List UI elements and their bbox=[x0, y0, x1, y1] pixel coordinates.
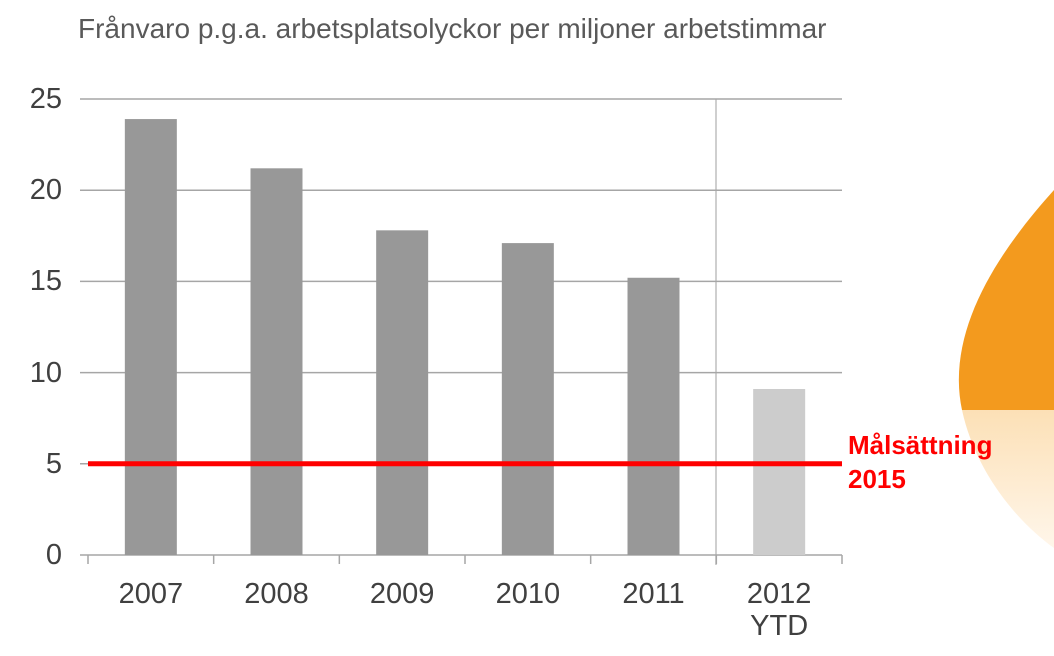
x-tick-label: 2008 bbox=[227, 578, 327, 610]
y-tick-label: 0 bbox=[2, 539, 62, 571]
bar bbox=[628, 278, 680, 555]
x-tick-label: 2007 bbox=[101, 578, 201, 610]
x-tick-label: 2011 bbox=[604, 578, 704, 610]
y-tick-label: 5 bbox=[2, 448, 62, 480]
x-tick-label: 2009 bbox=[352, 578, 452, 610]
y-tick-label: 10 bbox=[2, 357, 62, 389]
y-tick-label: 20 bbox=[2, 174, 62, 206]
page: Frånvaro p.g.a. arbetsplatsolyckor per m… bbox=[0, 0, 1054, 656]
decoration bbox=[959, 190, 1054, 410]
bar bbox=[753, 389, 805, 555]
x-tick-label: 2010 bbox=[478, 578, 578, 610]
bar bbox=[376, 230, 428, 555]
x-tick-label: 2012 YTD bbox=[729, 578, 829, 642]
y-tick-label: 25 bbox=[2, 83, 62, 115]
chart-title: Frånvaro p.g.a. arbetsplatsolyckor per m… bbox=[78, 12, 878, 46]
bar bbox=[125, 119, 177, 555]
target-label: Målsättning 2015 bbox=[848, 428, 1038, 496]
bar bbox=[251, 168, 303, 555]
y-tick-label: 15 bbox=[2, 265, 62, 297]
chart bbox=[0, 0, 1054, 656]
bar bbox=[502, 243, 554, 555]
